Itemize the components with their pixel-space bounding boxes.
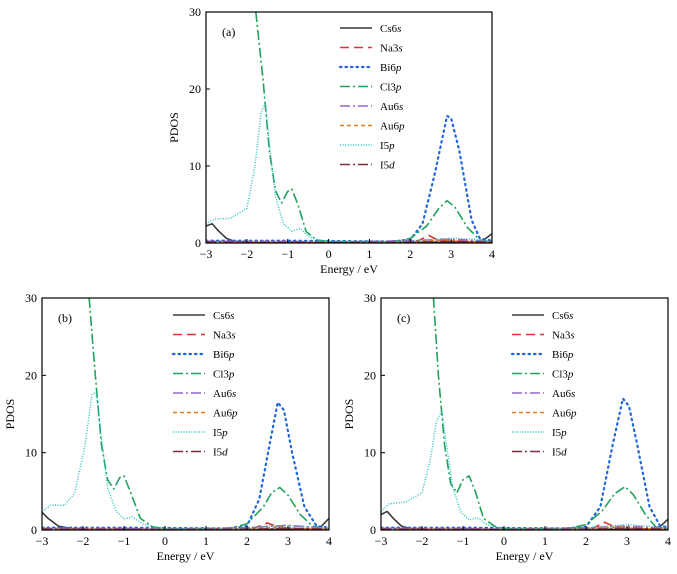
x-tick-label: 2 bbox=[583, 534, 589, 548]
x-tick-label: 1 bbox=[366, 247, 372, 261]
x-tick-label: 0 bbox=[326, 247, 332, 261]
legend-label: Cs6s bbox=[213, 310, 234, 322]
series-line-cs6s bbox=[42, 511, 329, 530]
legend-label: Au6p bbox=[552, 408, 577, 420]
legend-label: I5d bbox=[552, 447, 567, 459]
legend-label: I5d bbox=[380, 160, 395, 172]
legend-label: Cl3p bbox=[213, 369, 235, 381]
legend-label: I5p bbox=[213, 427, 228, 439]
legend-label: Au6s bbox=[380, 101, 403, 113]
series-line-i5p bbox=[42, 391, 329, 530]
x-tick-label: −3 bbox=[36, 534, 49, 548]
plot-frame bbox=[380, 297, 669, 531]
panel-label: (a) bbox=[222, 25, 235, 39]
series-line-na3s bbox=[206, 234, 492, 243]
legend-label: I5p bbox=[552, 427, 567, 439]
series-line-i5p bbox=[206, 102, 492, 243]
x-tick-label: −2 bbox=[77, 534, 90, 548]
series-line-bi6p bbox=[381, 397, 668, 530]
plot-frame bbox=[205, 11, 493, 244]
legend: Cs6s Na3s Bi6p Cl3p Au6s Au6p I5p I5d bbox=[338, 23, 405, 172]
series-line-au6p bbox=[206, 239, 492, 243]
legend-label: Au6p bbox=[213, 408, 238, 420]
x-tick-label: 3 bbox=[624, 534, 630, 548]
legend-label: Na3s bbox=[213, 330, 236, 342]
chart-panel: −3 −2 −1 0 1 2 3 4 0 10 20 30 Energy / eV PDOS (b) Cs6s… bbox=[3, 291, 332, 563]
series-line-bi6p bbox=[206, 114, 492, 243]
series-group bbox=[206, 12, 492, 243]
series-line-i5p bbox=[381, 410, 668, 530]
legend-label: Bi6p bbox=[552, 349, 574, 361]
x-tick-label: 2 bbox=[407, 247, 413, 261]
x-tick-label: −1 bbox=[118, 534, 131, 548]
panel-label: (c) bbox=[397, 311, 410, 325]
x-tick-label: 3 bbox=[285, 534, 291, 548]
x-axis-label: Energy / eV bbox=[496, 549, 554, 563]
x-tick-label: 1 bbox=[542, 534, 548, 548]
y-tick-label: 10 bbox=[189, 159, 201, 173]
series-group bbox=[42, 298, 329, 530]
x-tick-label: −3 bbox=[375, 534, 388, 548]
x-tick-label: −3 bbox=[200, 247, 213, 261]
legend-label: Cl3p bbox=[380, 82, 402, 94]
x-tick-label: 0 bbox=[162, 534, 168, 548]
x-tick-label: −1 bbox=[457, 534, 470, 548]
legend: Cs6s Na3s Bi6p Cl3p Au6s Au6p I5p I5d bbox=[510, 310, 577, 459]
x-tick-label: −2 bbox=[416, 534, 429, 548]
legend-label: Cl3p bbox=[552, 369, 574, 381]
x-tick-label: −2 bbox=[240, 247, 253, 261]
y-axis-label: PDOS bbox=[342, 399, 356, 430]
series-line-cl3p bbox=[255, 12, 492, 243]
legend-label: Au6p bbox=[380, 121, 405, 133]
x-tick-label: 4 bbox=[665, 534, 671, 548]
chart-panel: −3 −2 −1 0 1 2 3 4 0 10 20 30 Energy / eV PDOS (a) Cs6s… bbox=[167, 5, 495, 276]
x-tick-label: 4 bbox=[326, 534, 332, 548]
x-tick-label: 4 bbox=[489, 247, 495, 261]
series-group bbox=[381, 298, 668, 530]
legend-label: Cs6s bbox=[380, 23, 401, 35]
x-tick-label: 2 bbox=[244, 534, 250, 548]
y-tick-label: 10 bbox=[25, 446, 37, 460]
legend-label: Na3s bbox=[380, 43, 403, 55]
y-tick-label: 0 bbox=[195, 236, 201, 250]
legend-label: Bi6p bbox=[213, 349, 235, 361]
series-line-cl3p bbox=[432, 298, 668, 530]
legend-label: Au6s bbox=[213, 388, 236, 400]
x-tick-label: −1 bbox=[281, 247, 294, 261]
legend-label: Bi6p bbox=[380, 62, 402, 74]
panel-label: (b) bbox=[58, 311, 72, 325]
y-tick-label: 20 bbox=[189, 82, 201, 96]
x-axis-label: Energy / eV bbox=[157, 549, 215, 563]
x-axis-label: Energy / eV bbox=[320, 262, 378, 276]
series-line-bi6p bbox=[42, 401, 329, 530]
plot-frame bbox=[41, 297, 330, 531]
legend: Cs6s Na3s Bi6p Cl3p Au6s Au6p I5p I5d bbox=[171, 310, 238, 459]
chart-panel: −3 −2 −1 0 1 2 3 4 0 10 20 30 Energy / eV PDOS (c) Cs6s… bbox=[342, 291, 671, 563]
x-tick-label: 1 bbox=[203, 534, 209, 548]
legend-label: Na3s bbox=[552, 330, 575, 342]
y-tick-label: 30 bbox=[25, 291, 37, 305]
legend-label: Au6s bbox=[552, 388, 575, 400]
legend-label: I5d bbox=[213, 447, 228, 459]
legend-label: I5p bbox=[380, 140, 395, 152]
y-axis-label: PDOS bbox=[3, 399, 17, 430]
y-tick-label: 0 bbox=[31, 523, 37, 537]
series-line-na3s bbox=[381, 521, 668, 530]
series-line-cl3p bbox=[88, 298, 329, 530]
y-tick-label: 10 bbox=[364, 446, 376, 460]
x-tick-label: 3 bbox=[448, 247, 454, 261]
legend-label: Cs6s bbox=[552, 310, 573, 322]
y-tick-label: 0 bbox=[370, 523, 376, 537]
y-axis-label: PDOS bbox=[167, 112, 181, 143]
y-tick-label: 30 bbox=[364, 291, 376, 305]
y-tick-label: 30 bbox=[189, 5, 201, 19]
x-tick-label: 0 bbox=[501, 534, 507, 548]
series-line-na3s bbox=[42, 522, 329, 530]
y-tick-label: 20 bbox=[364, 368, 376, 382]
y-tick-label: 20 bbox=[25, 368, 37, 382]
